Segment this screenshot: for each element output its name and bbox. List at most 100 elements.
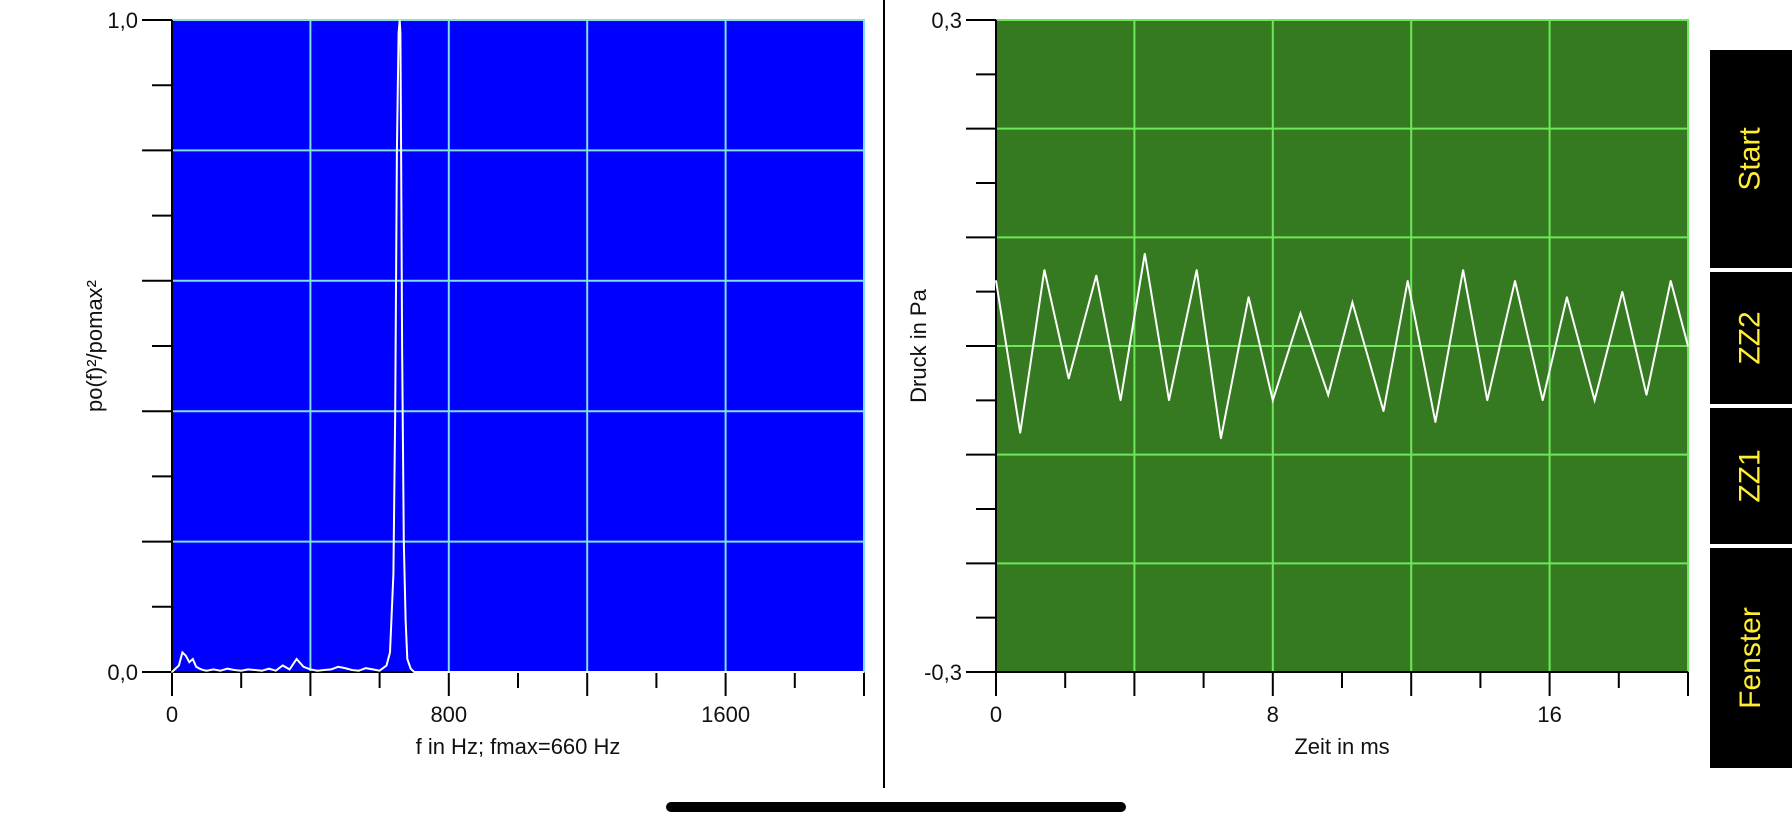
pressure-data-point <box>1272 399 1274 402</box>
spectrum-x-axis-title: f in Hz; fmax=660 Hz <box>416 734 621 759</box>
spectrum-data-point <box>195 665 198 668</box>
spectrum-data-point <box>178 664 180 667</box>
spectrum-data-point <box>261 669 263 672</box>
spectrum-data-point <box>364 667 367 669</box>
spectrum-data-point <box>392 573 395 575</box>
spectrum-data-point <box>330 668 332 671</box>
pressure-data-point <box>1351 301 1354 304</box>
zz2-button[interactable]: ZZ2 <box>1710 272 1792 404</box>
spectrum-data-point <box>295 658 298 660</box>
pressure-data-point <box>1220 437 1222 440</box>
spectrum-data-point <box>385 664 388 667</box>
spectrum-data-point <box>198 667 201 670</box>
zz1-button-label: ZZ1 <box>1734 449 1767 503</box>
spectrum-data-point <box>358 669 360 672</box>
spectrum-data-point <box>240 669 242 672</box>
pressure-data-point <box>1143 252 1146 255</box>
pressure-x-axis-title: Zeit in ms <box>1294 734 1389 759</box>
zz2-button-label: ZZ2 <box>1734 311 1767 365</box>
pressure-data-point <box>1406 280 1409 282</box>
pressure-data-point <box>1095 274 1098 277</box>
pressure-data-point <box>1067 377 1070 380</box>
pressure-data-point <box>1514 280 1516 282</box>
spectrum-data-point <box>233 669 236 671</box>
spectrum-data-point <box>171 671 173 673</box>
pressure-trace <box>995 253 1689 439</box>
spectrum-data-point <box>302 665 305 668</box>
spectrum-data-point <box>188 661 191 664</box>
spectrum-data-point <box>399 32 402 34</box>
start-button-label: Start <box>1733 127 1767 191</box>
pressure-y-axis-title: Druck in Pa <box>906 288 931 402</box>
spectrum-chart: 0 800 1600 1,0 0,0 f in Hz; fmax=660 Hz po(f… <box>82 8 865 759</box>
home-indicator <box>666 802 1126 812</box>
spectrum-data-point <box>344 667 346 669</box>
spectrum-data-point <box>398 19 401 21</box>
spectrum-data-point <box>403 540 405 543</box>
spectrum-data-point <box>401 345 403 347</box>
pressure-axis-ticks <box>966 19 1689 696</box>
pressure-x-tick-label: 16 <box>1537 702 1561 727</box>
spectrum-data-point <box>378 669 381 672</box>
pressure-chart: 0 8 16 0,3 -0,3 Zeit in ms Druck in Pa <box>906 8 1689 759</box>
spectrum-data-point <box>351 669 353 671</box>
pressure-data-point <box>1541 399 1544 402</box>
spectrum-data-point <box>371 668 374 671</box>
spectrum-data-point <box>406 658 409 660</box>
pressure-data-point <box>1247 296 1250 298</box>
spectrum-data-point <box>337 665 339 668</box>
pressure-data-point <box>1327 394 1329 396</box>
pressure-data-point <box>1019 432 1022 434</box>
zz1-button[interactable]: ZZ1 <box>1710 408 1792 544</box>
spectrum-data-point <box>212 668 215 671</box>
start-button[interactable]: Start <box>1710 50 1792 268</box>
spectrum-data-point <box>409 667 412 670</box>
pressure-data-point <box>1119 399 1122 402</box>
pressure-y-tick-label: 0,3 <box>931 8 962 33</box>
pressure-data-point <box>1566 296 1568 298</box>
spectrum-data-point <box>396 149 398 152</box>
spectrum-y-tick-label: 1,0 <box>107 8 138 33</box>
spectrum-data-point <box>219 669 222 672</box>
spectrum-data-point <box>288 668 291 671</box>
pressure-tick-labels: 0 8 16 0,3 -0,3 <box>924 8 1562 727</box>
spectrum-data-point <box>202 669 204 671</box>
spectrum-data-point <box>268 667 270 670</box>
spectrum-x-tick-label: 0 <box>166 702 178 727</box>
spectrum-data-point <box>226 667 229 670</box>
spectrum-x-tick-label: 1600 <box>701 702 750 727</box>
spectrum-data-point <box>316 669 319 672</box>
spectrum-data-point <box>205 669 208 672</box>
pressure-data-point <box>1382 410 1385 413</box>
spectrum-plot-area <box>171 19 865 673</box>
spectrum-data-point <box>323 669 326 671</box>
pressure-data-point <box>1043 269 1046 271</box>
spectrum-data-point <box>191 658 194 660</box>
spectrum-data-point <box>404 619 407 621</box>
pressure-data-point <box>1462 269 1464 271</box>
pressure-data-point <box>1486 399 1489 402</box>
fenster-button-label: Fenster <box>1734 607 1767 709</box>
spectrum-y-axis-title: po(f)²/pomax² <box>82 280 107 412</box>
spectrum-data-point <box>254 669 256 671</box>
pressure-data-point <box>1669 280 1672 282</box>
pressure-data-point <box>1434 421 1437 423</box>
spectrum-data-point <box>397 32 400 34</box>
pressure-data-point <box>1687 345 1689 347</box>
pressure-data-point <box>1299 312 1302 315</box>
spectrum-data-point <box>400 149 402 152</box>
pressure-y-tick-label: -0,3 <box>924 660 962 685</box>
spectrum-data-point <box>413 671 416 673</box>
pressure-x-tick-label: 8 <box>1267 702 1279 727</box>
spectrum-data-point <box>309 668 312 671</box>
fenster-button[interactable]: Fenster <box>1710 548 1792 768</box>
spectrum-data-point <box>275 669 277 672</box>
spectrum-data-point <box>181 651 184 654</box>
spectrum-data-point <box>394 410 396 413</box>
chart-divider <box>883 0 885 788</box>
pressure-data-point <box>1621 290 1624 293</box>
spectrum-data-point <box>389 651 391 654</box>
pressure-data-point <box>1168 399 1170 402</box>
spectrum-x-tick-label: 800 <box>430 702 467 727</box>
spectrum-data-point <box>247 668 249 671</box>
